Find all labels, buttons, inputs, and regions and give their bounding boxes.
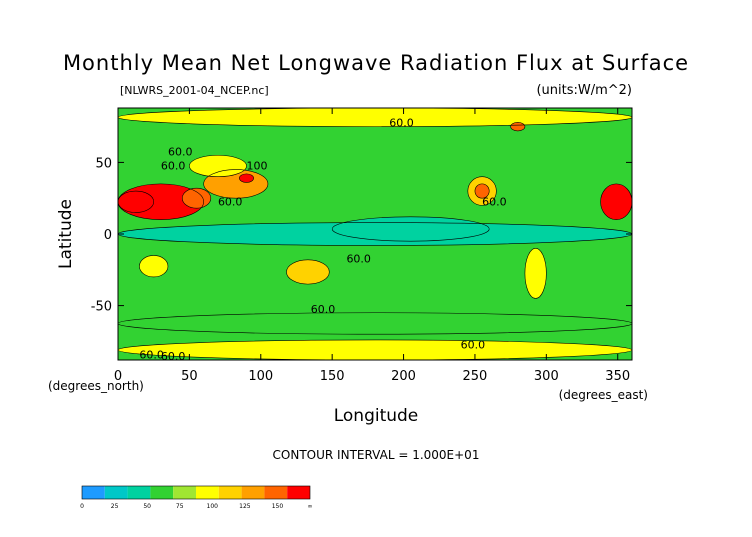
heatmap-region-antarctic-coast <box>118 339 632 360</box>
contour-line <box>118 222 632 246</box>
colorbar-swatch <box>218 486 242 499</box>
y-tick-label: 50 <box>95 156 112 171</box>
colorbar-swatch <box>241 486 265 499</box>
colorbar-tick-label: 100 <box>207 503 219 510</box>
contour-label: 60.0 <box>346 253 371 266</box>
contour-label: 60.0 <box>139 349 164 362</box>
units-label: (units:W/m^2) <box>536 83 632 98</box>
colorbar-tick-label: 25 <box>111 503 119 510</box>
heatmap-region-southern-ocean <box>118 312 632 335</box>
colorbar-swatch <box>82 486 105 499</box>
y-axis-label: Latitude <box>56 199 76 269</box>
heatmap-region-andes-s-america <box>524 248 547 299</box>
contour-line <box>510 122 526 132</box>
contour-interval: CONTOUR INTERVAL = 1.000E+01 <box>273 448 480 462</box>
heatmap-region-central-asia <box>189 155 247 177</box>
chart-title: Monthly Mean Net Longwave Radiation Flux… <box>63 51 689 75</box>
contour-line <box>524 248 547 299</box>
x-tick-label: 100 <box>248 369 273 384</box>
x-tick-label: 0 <box>114 369 122 384</box>
colorbar-tick-label: ∞ <box>308 503 313 510</box>
heatmap-region-africa-east-edge <box>600 183 632 220</box>
contour-label: 60.0 <box>161 350 186 363</box>
heatmap-region-sw-us-core <box>474 183 490 199</box>
colorbar-tick-label: 125 <box>239 503 251 510</box>
colorbar-tick-label: 150 <box>272 503 284 510</box>
x-tick-label: 250 <box>463 369 488 384</box>
heatmap-region-sahara-core <box>118 191 154 213</box>
x-tick-label: 350 <box>605 369 630 384</box>
heatmap-region-greenland-peak <box>510 122 525 131</box>
colorbar-swatch <box>196 486 219 499</box>
colorbar-swatch <box>173 486 196 499</box>
y-tick-label: 0 <box>104 228 112 243</box>
contour-label: 60.0 <box>161 160 186 173</box>
x-tick-label: 150 <box>320 369 345 384</box>
x-axis-ticks: 0 50 100 150 200 250 300 350 <box>114 108 630 384</box>
contour-line <box>181 187 212 209</box>
colorbar-tick-label: 75 <box>176 503 184 510</box>
colorbar-ticks: 0 25 50 75 100 125 150 ∞ <box>80 503 312 510</box>
contour-line <box>239 173 254 183</box>
contour-label: 60.0 <box>168 145 193 158</box>
y-unit-label: (degrees_north) <box>48 379 144 393</box>
y-tick-label: -50 <box>91 300 112 315</box>
contour-label: 60.0 <box>461 339 486 352</box>
contour-line <box>474 183 490 199</box>
x-tick-label: 200 <box>391 369 416 384</box>
y-axis-ticks: 50 0 -50 <box>91 156 632 315</box>
x-axis-label: Longitude <box>334 406 419 426</box>
contour-label: 100 <box>247 160 268 173</box>
colorbar-swatch <box>264 486 288 499</box>
colorbar-tick-label: 0 <box>80 503 84 510</box>
contour-line <box>139 255 169 278</box>
heatmap-region-mongolia-peak <box>239 173 254 183</box>
contour-label: 60.0 <box>311 303 336 316</box>
colorbar-frame <box>81 485 311 500</box>
contour-line <box>286 259 330 285</box>
contour-line <box>118 312 632 335</box>
colorbar-swatch <box>104 486 128 499</box>
contour-label: 60.0 <box>389 117 414 130</box>
colorbar-tick-label: 50 <box>143 503 151 510</box>
colorbar-swatch <box>287 486 310 499</box>
contour-line <box>189 154 247 178</box>
heatmap-region-s-africa <box>139 255 168 277</box>
x-unit-label: (degrees_east) <box>559 388 648 402</box>
contour-label: 60.0 <box>218 195 243 208</box>
heatmap-region-australia <box>286 259 330 285</box>
contour-line <box>118 108 632 127</box>
x-tick-label: 300 <box>534 369 559 384</box>
colorbar-swatch <box>150 486 174 499</box>
colorbar-swatch <box>127 486 151 499</box>
contour-line <box>331 216 490 242</box>
file-label: [NLWRS_2001-04_NCEP.nc] <box>120 84 269 97</box>
contour-line <box>467 176 497 206</box>
heatmap-region-arctic-north <box>118 108 632 127</box>
contour-line <box>118 183 204 220</box>
x-tick-label: 50 <box>181 369 198 384</box>
heatmap-plot-area <box>118 108 632 360</box>
contour-line <box>203 169 269 199</box>
colorbar <box>81 485 311 500</box>
contour-label: 60.0 <box>482 195 507 208</box>
